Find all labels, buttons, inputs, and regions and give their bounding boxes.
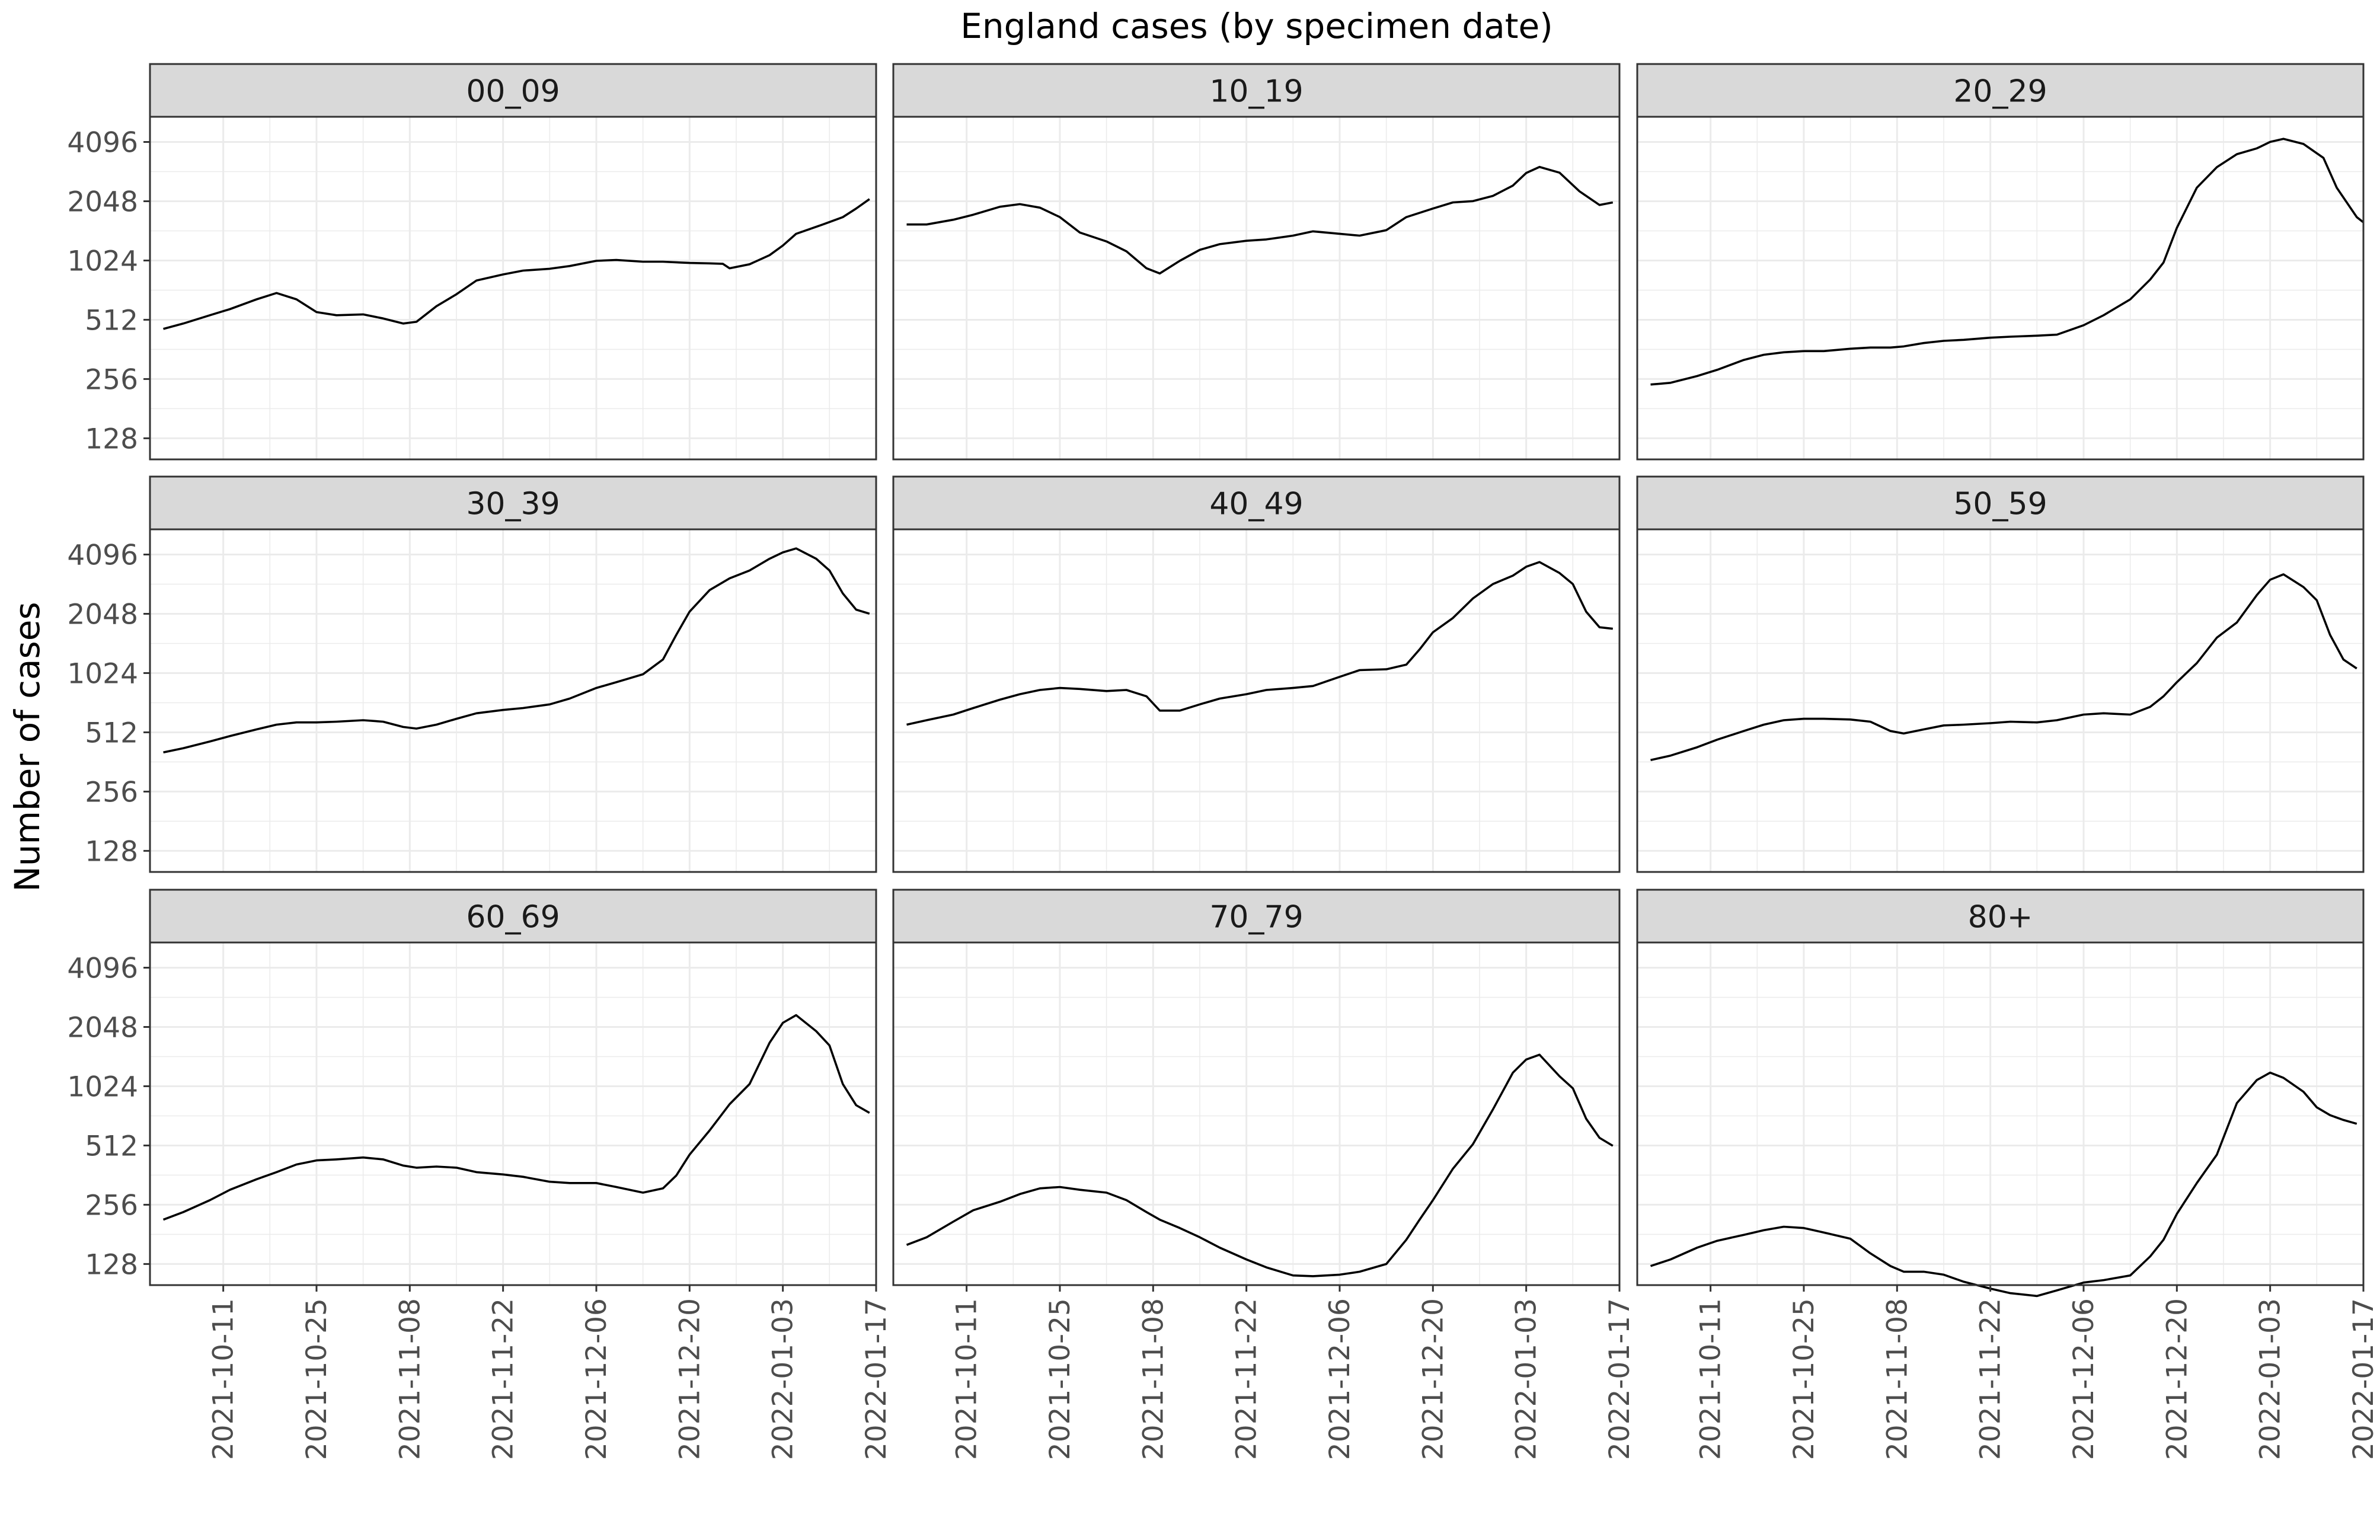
facet-strip-label: 70_79: [1209, 900, 1303, 935]
x-tick-label: 2021-12-20: [2161, 1298, 2193, 1460]
facet-strip-label: 30_39: [466, 487, 560, 522]
x-tick-label: 2021-11-22: [1231, 1298, 1263, 1460]
series-line-80+: [1650, 1071, 2357, 1298]
y-tick-label: 128: [85, 835, 138, 868]
facet-strip-label: 80+: [1968, 900, 2033, 935]
y-tick-label: 1024: [67, 245, 138, 277]
facet-panel-0: 00_09 128 256 512 1024 2048 4096: [67, 63, 877, 461]
facet-strip: [1636, 475, 2365, 531]
x-tick-label: 2021-11-08: [1881, 1298, 1913, 1460]
x-tick-label: 2021-12-20: [1417, 1298, 1449, 1460]
panel-border: [149, 116, 877, 461]
x-tick-label: 2021-11-22: [487, 1298, 520, 1460]
chart-title: England cases (by specimen date): [960, 6, 1553, 46]
y-tick-label: 256: [85, 363, 138, 396]
y-tick-label: 1024: [67, 1071, 138, 1103]
x-tick-label: 2021-12-06: [2068, 1298, 2100, 1460]
y-tick-label: 4096: [67, 127, 138, 159]
x-tick-label: 2021-12-20: [673, 1298, 706, 1460]
x-tick-label: 2021-11-08: [1137, 1298, 1170, 1460]
facet-strip: [892, 475, 1621, 531]
facet-panel-8: 80+: [1636, 889, 2365, 1298]
series-line-70_79: [906, 1053, 1614, 1277]
x-tick-label: 2022-01-03: [2254, 1298, 2287, 1460]
series-line-00_09: [163, 198, 870, 330]
facet-panel-1: 10_19: [892, 63, 1621, 461]
x-tick-label: 2022-01-17: [1603, 1298, 1636, 1460]
facet-strip-label: 40_49: [1209, 487, 1303, 522]
x-tick-label: 2022-01-03: [767, 1298, 800, 1460]
y-tick-label: 128: [85, 1248, 138, 1281]
y-tick-label: 512: [85, 304, 138, 337]
facet-strip-label: 50_59: [1953, 487, 2047, 522]
facet-strip-label: 10_19: [1209, 74, 1303, 110]
facet-panel-3: 30_39 128 256 512 1024 2048 4096: [67, 475, 877, 873]
panel-background: [893, 117, 1619, 459]
y-tick-label: 256: [85, 776, 138, 809]
x-tick-label: 2021-10-11: [207, 1298, 240, 1460]
series-line-20_29: [1650, 138, 2365, 386]
panel-background: [1637, 117, 2363, 459]
panel-background: [150, 529, 876, 872]
facet-strip: [149, 889, 877, 944]
y-tick-label: 2048: [67, 1011, 138, 1044]
facet-strip-label: 20_29: [1953, 74, 2047, 110]
series-line-50_59: [1650, 573, 2357, 762]
facet-panel-4: 40_49: [892, 475, 1621, 873]
y-tick-label: 512: [85, 1130, 138, 1162]
panel-background: [150, 117, 876, 459]
series-line-30_39: [163, 547, 870, 754]
y-tick-label: 256: [85, 1189, 138, 1222]
panel-border: [149, 528, 877, 873]
x-tick-label: 2021-12-06: [580, 1298, 613, 1460]
panel-background: [893, 529, 1619, 872]
x-tick-label: 2021-11-08: [394, 1298, 426, 1460]
y-tick-label: 4096: [67, 539, 138, 572]
facet-panel-7: 70_79: [892, 889, 1621, 1286]
panel-border: [892, 528, 1621, 873]
x-tick-label: 2022-01-17: [860, 1298, 893, 1460]
x-tick-label: 2021-12-06: [1324, 1298, 1356, 1460]
panel-border: [1636, 528, 2365, 873]
panel-background: [1637, 942, 2363, 1285]
panel-background: [1637, 529, 2363, 872]
facet-strip-label: 60_69: [466, 900, 560, 935]
x-tick-label: 2022-01-03: [1510, 1298, 1543, 1460]
panel-border: [1636, 941, 2365, 1286]
y-tick-label: 4096: [67, 953, 138, 985]
panel-background: [893, 942, 1619, 1285]
facet-strip: [149, 63, 877, 118]
x-tick-label: 2022-01-17: [2347, 1298, 2380, 1460]
y-tick-label: 2048: [67, 598, 138, 631]
x-tick-label: 2021-11-22: [1975, 1298, 2007, 1460]
x-tick-label: 2021-10-25: [1044, 1298, 1076, 1460]
panel-background: [150, 942, 876, 1285]
series-line-60_69: [162, 1014, 870, 1221]
x-axis: 2021-10-11 2021-10-25 2021-11-08 2021-11-22…: [207, 1285, 2380, 1460]
facet-panels: 00_09 128 256 512 1024 2048 4096 10_19 20_29 30_3…: [67, 63, 2365, 1298]
facet-strip: [1636, 889, 2365, 944]
facet-panel-5: 50_59: [1636, 475, 2365, 873]
y-tick-label: 128: [85, 423, 138, 455]
facet-strip-label: 00_09: [466, 74, 560, 110]
panel-border: [1636, 116, 2365, 461]
y-tick-label: 512: [85, 717, 138, 749]
y-tick-label: 2048: [67, 186, 138, 218]
y-tick-label: 1024: [67, 657, 138, 690]
facet-panel-6: 60_69 128 256 512 1024 2048 4096: [67, 889, 877, 1286]
series-line-40_49: [906, 561, 1613, 726]
x-tick-label: 2021-10-11: [1695, 1298, 1727, 1460]
x-tick-label: 2021-10-11: [951, 1298, 983, 1460]
series-line-10_19: [906, 165, 1614, 275]
panel-border: [892, 116, 1621, 461]
facet-strip: [149, 475, 877, 531]
panel-border: [149, 941, 877, 1286]
y-axis-label: Number of cases: [7, 602, 47, 892]
panel-border: [892, 941, 1621, 1286]
x-tick-label: 2021-10-25: [1788, 1298, 1820, 1460]
facet-strip: [1636, 63, 2365, 118]
facet-panel-2: 20_29: [1636, 63, 2365, 461]
x-tick-label: 2021-10-25: [301, 1298, 333, 1460]
